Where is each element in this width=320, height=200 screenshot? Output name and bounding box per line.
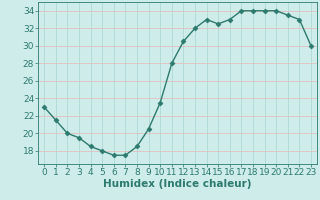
X-axis label: Humidex (Indice chaleur): Humidex (Indice chaleur)	[103, 179, 252, 189]
